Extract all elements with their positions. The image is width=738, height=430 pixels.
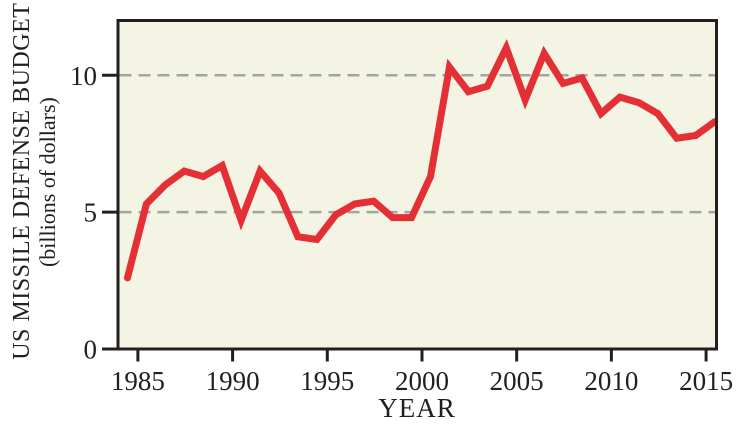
x-tick-label-2005: 2005: [490, 366, 544, 396]
plot-border: [116, 19, 718, 351]
x-tick-label-1990: 1990: [206, 366, 260, 396]
x-tick-label-2010: 2010: [584, 366, 638, 396]
x-tick-label-1995: 1995: [300, 366, 354, 396]
x-tick-label-2015: 2015: [679, 366, 733, 396]
y-tick-label-5: 5: [84, 198, 98, 228]
y-tick-label-10: 10: [70, 61, 97, 91]
y-axis-subtitle: (billions of dollars): [34, 97, 60, 268]
y-axis-title: US MISSILE DEFENSE BUDGET: [8, 2, 35, 360]
x-tick-label-2000: 2000: [395, 366, 449, 396]
y-tick-label-0: 0: [84, 335, 98, 365]
plot-area: [118, 20, 717, 349]
x-axis-title: YEAR: [378, 393, 456, 423]
budget-line: [123, 38, 719, 282]
x-tick-label-1985: 1985: [111, 366, 165, 396]
